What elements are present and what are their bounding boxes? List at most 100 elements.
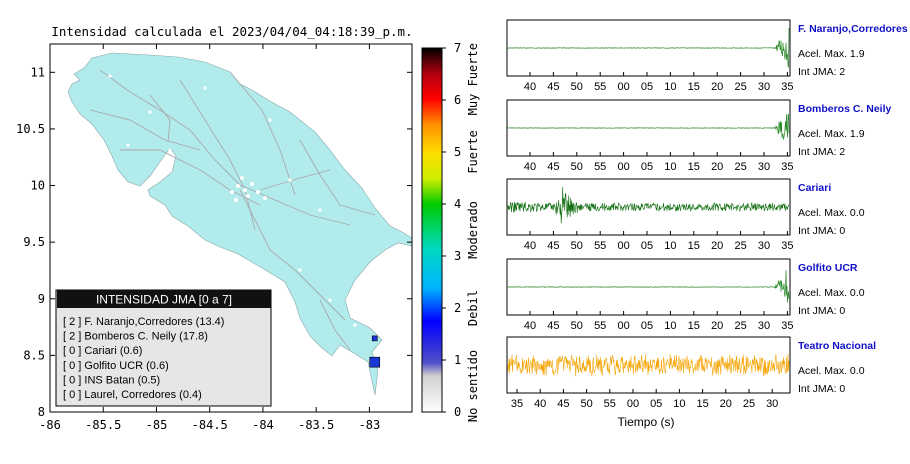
station-markers xyxy=(369,335,381,368)
station-marker xyxy=(369,356,381,368)
waveform-tick-label: 30 xyxy=(758,81,770,93)
waveform-tick-label: 00 xyxy=(617,240,629,252)
map-x-tick-label: -83 xyxy=(359,418,381,432)
waveform-tick-label: 55 xyxy=(594,81,606,93)
colorbar-category-label: No sentido xyxy=(466,350,480,422)
legend-title: INTENSIDAD JMA [0 a 7] xyxy=(96,293,232,307)
colorbar-category-label: Moderado xyxy=(466,201,480,259)
station-jma-intensity: Int JMA: 2 xyxy=(798,146,845,158)
waveform-tick-label: 15 xyxy=(688,161,700,173)
time-axis-label: Tiempo (s) xyxy=(618,415,675,429)
waveform-tick-label: 40 xyxy=(524,81,536,93)
waveform-tick-label: 45 xyxy=(547,81,559,93)
colorbar-gradient xyxy=(421,47,443,413)
waveform-trace xyxy=(507,27,790,68)
station-jma-intensity: Int JMA: 0 xyxy=(798,305,845,317)
waveform-tick-label: 30 xyxy=(758,161,770,173)
colorbar-category: Debil xyxy=(466,290,480,326)
map-frame xyxy=(49,43,413,413)
waveform-trace xyxy=(507,269,790,303)
costa-rica-landmass xyxy=(67,52,413,396)
map-y-tick-label: 8.5 xyxy=(23,348,45,362)
station-name: Golfito UCR xyxy=(798,262,858,274)
waveform-tick-label: 45 xyxy=(547,320,559,332)
waveform-tick-label: 25 xyxy=(734,320,746,332)
waveform-tick-label: 55 xyxy=(594,240,606,252)
waveform-panel: 40 45 50 55 00 05 10 15 20 25 30 35 Cariari Acel. Max… xyxy=(506,178,865,252)
waveform-tick-label: 05 xyxy=(650,398,662,410)
waveform-tick-label: 15 xyxy=(696,398,708,410)
colorbar-category-label: Debil xyxy=(466,290,480,326)
waveform-trace xyxy=(507,187,790,224)
legend-item: [ 0 ] INS Batan (0.5) xyxy=(63,374,160,386)
waveform-tick-label: 00 xyxy=(627,398,639,410)
waveform-tick-label: 50 xyxy=(571,320,583,332)
waveform-tick-label: 15 xyxy=(688,81,700,93)
legend-item: [ 0 ] Cariari (0.6) xyxy=(63,345,142,357)
waveform-panel: 40 45 50 55 00 05 10 15 20 25 30 35 F. Naranjo,Corre… xyxy=(506,19,908,93)
waveform-tick-label: 50 xyxy=(571,161,583,173)
colorbar-category: Muy Fuerte xyxy=(466,43,480,115)
waveform-tick-label: 45 xyxy=(557,398,569,410)
colorbar-tick-label: 6 xyxy=(454,93,461,107)
waveform-tick-label: 20 xyxy=(711,240,723,252)
legend-item: [ 2 ] Bomberos C. Neily (17.8) xyxy=(63,331,208,343)
colorbar-category: Moderado xyxy=(466,201,480,259)
legend-item: [ 0 ] Laurel, Corredores (0.4) xyxy=(63,389,202,401)
waveform-tick-label: 10 xyxy=(664,240,676,252)
waveform-tick-label: 00 xyxy=(617,320,629,332)
waveform-tick-label: 05 xyxy=(641,81,653,93)
map-y-tick-label: 9.5 xyxy=(23,235,45,249)
colorbar-tick-label: 2 xyxy=(454,301,461,315)
waveform-panel: 40 45 50 55 00 05 10 15 20 25 30 35 Golfito UCR Acel.… xyxy=(506,258,865,332)
station-marker xyxy=(371,335,378,342)
colorbar-tick-label: 4 xyxy=(454,197,461,211)
waveform-tick-label: 05 xyxy=(641,161,653,173)
waveform-tick-label: 20 xyxy=(711,320,723,332)
colorbar-category-label: Muy Fuerte xyxy=(466,43,480,115)
waveform-tick-label: 00 xyxy=(617,81,629,93)
colorbar-tick-label: 0 xyxy=(454,405,461,419)
station-accel-max: Acel. Max. 0.0 xyxy=(798,287,865,299)
map-x-tick-label: -86 xyxy=(39,418,61,432)
map-y-tick-label: 8 xyxy=(38,405,45,419)
waveform-tick-label: 10 xyxy=(664,81,676,93)
waveform-tick-label: 20 xyxy=(711,161,723,173)
colorbar-category: Fuerte xyxy=(466,130,480,173)
legend-item: [ 0 ] Golfito UCR (0.6) xyxy=(63,360,169,372)
map-y-tick-label: 10 xyxy=(31,179,45,193)
station-jma-intensity: Int JMA: 0 xyxy=(798,383,845,395)
map-x-tick-label: -84 xyxy=(252,418,274,432)
waveform-tick-label: 40 xyxy=(524,240,536,252)
waveform-tick-label: 25 xyxy=(734,161,746,173)
waveform-tick-label: 50 xyxy=(571,81,583,93)
waveform-tick-label: 30 xyxy=(758,240,770,252)
colorbar-category-labels: No sentido Debil Moderado Fuerte Muy Fuerte xyxy=(466,43,480,422)
map-x-tick-label: -84.5 xyxy=(192,418,228,432)
waveform-tick-label: 40 xyxy=(524,161,536,173)
waveform-panels: 40 45 50 55 00 05 10 15 20 25 30 35 F. Naranjo,Corre… xyxy=(506,19,908,410)
waveform-tick-label: 35 xyxy=(781,240,793,252)
intensity-legend: INTENSIDAD JMA [0 a 7] [ 2 ] F. Naranjo,… xyxy=(55,289,272,407)
intensity-colorbar: 0 1 2 3 4 5 6 7 No sentido Debil Moderado Fuerte Mu… xyxy=(421,41,480,422)
colorbar-ticks: 0 1 2 3 4 5 6 7 xyxy=(442,41,461,419)
colorbar-category: No sentido xyxy=(466,350,480,422)
waveform-tick-label: 05 xyxy=(641,320,653,332)
waveform-tick-label: 05 xyxy=(641,240,653,252)
waveform-tick-label: 45 xyxy=(547,161,559,173)
colorbar-tick-label: 3 xyxy=(454,249,461,263)
waveform-tick-label: 40 xyxy=(534,398,546,410)
station-accel-max: Acel. Max. 0.0 xyxy=(798,365,865,377)
station-accel-max: Acel. Max. 1.9 xyxy=(798,48,865,60)
waveform-tick-label: 20 xyxy=(720,398,732,410)
waveform-tick-label: 55 xyxy=(594,320,606,332)
city-markers xyxy=(108,74,357,327)
waveform-tick-label: 35 xyxy=(781,81,793,93)
waveform-tick-label: 10 xyxy=(664,320,676,332)
legend-item: [ 2 ] F. Naranjo,Corredores (13.4) xyxy=(63,316,224,328)
map-y-axis: 11 10.5 10 9.5 9 8.5 8 xyxy=(16,65,412,419)
map-y-tick-label: 11 xyxy=(31,65,45,79)
waveform-tick-label: 30 xyxy=(758,320,770,332)
waveform-panel: 40 45 50 55 00 05 10 15 20 25 30 35 Bomberos C. Neil… xyxy=(506,99,892,173)
